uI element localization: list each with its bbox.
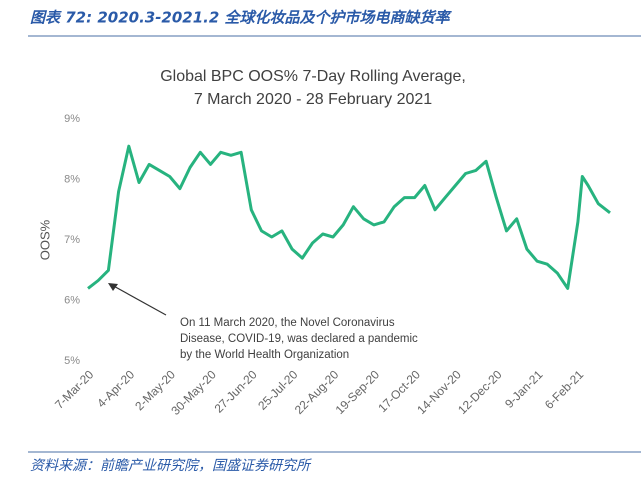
x-tick-label: 19-Sep-20 [333,367,383,417]
y-tick-label: 9% [64,113,80,125]
x-tick-label: 6-Feb-21 [542,367,587,412]
chart-title: 7 March 2020 - 28 February 2021 [194,91,432,108]
x-tick-label: 30-May-20 [168,367,219,418]
annotation-arrow [109,283,167,316]
annotation: by the World Health Organization [180,349,349,361]
y-tick-label: 8% [64,173,80,185]
x-tick-label: 9-Jan-21 [502,367,546,411]
x-tick-label: 12-Dec-20 [455,367,505,417]
header: 图表 72: 2020.3-2021.2 全球化妆品及个护市场电商缺货率 [30,9,453,27]
x-tick-label: 27-Jun-20 [212,367,260,415]
y-axis-label: OOS% [37,219,52,260]
annotation: On 11 March 2020, the Novel Coronavirus [180,317,395,329]
annotation: Disease, COVID-19, was declared a pandem… [180,333,418,345]
chart-title: Global BPC OOS% 7-Day Rolling Average, [160,68,466,85]
source: 资料来源：前瞻产业研究院，国盛证券研究所 [30,458,312,474]
y-tick-label: 6% [64,294,80,306]
y-tick-label: 7% [64,234,80,246]
x-tick-label: 7-Mar-20 [52,367,97,412]
data-line [87,144,611,290]
y-tick-label: 5% [64,355,80,367]
x-tick-label: 4-Apr-20 [94,367,137,410]
arrow-head [108,283,118,291]
